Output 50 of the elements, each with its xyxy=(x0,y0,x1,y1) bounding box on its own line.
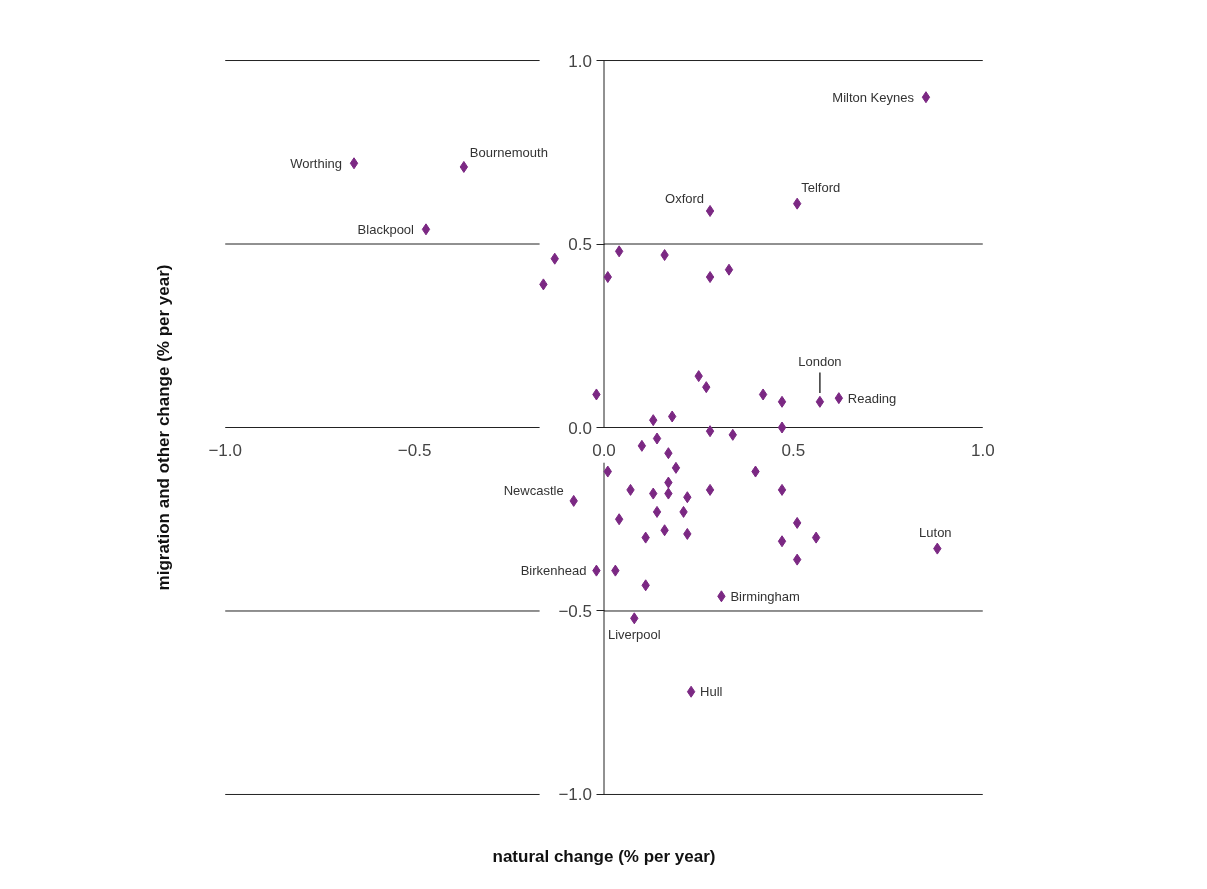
x-tick-label: 1.0 xyxy=(970,440,995,460)
point xyxy=(777,395,787,408)
point xyxy=(637,439,647,452)
annotation: Birkenhead xyxy=(520,563,587,579)
point xyxy=(705,204,715,217)
y-tick-label: −0.5 xyxy=(558,601,592,621)
point xyxy=(758,388,768,401)
annotation: Birmingham xyxy=(730,588,800,604)
annotation: Bournemouth xyxy=(469,145,548,161)
point xyxy=(705,483,715,496)
annotation: Luton xyxy=(919,525,952,541)
y-tick-label: −1.0 xyxy=(558,785,592,805)
x-tick-label: 0.0 xyxy=(592,440,616,460)
point xyxy=(834,392,844,405)
point xyxy=(921,91,931,104)
point xyxy=(815,395,825,408)
point xyxy=(671,461,681,474)
annotation: Newcastle xyxy=(503,483,564,499)
point xyxy=(652,432,662,445)
annotation: Hull xyxy=(700,684,723,700)
annotation: Oxford xyxy=(665,191,705,207)
annotation: Blackpool xyxy=(357,221,415,237)
point xyxy=(705,271,715,284)
point xyxy=(777,483,787,496)
annotation: Telford xyxy=(801,180,841,196)
point xyxy=(421,223,431,236)
annotation: Milton Keynes xyxy=(832,89,915,105)
x-tick-label: 0.5 xyxy=(781,440,806,460)
point xyxy=(459,160,469,173)
y-tick-label: 1.0 xyxy=(568,51,593,71)
point xyxy=(777,535,787,548)
annotation: London xyxy=(798,354,842,370)
annotation: Liverpool xyxy=(607,626,661,642)
annotation: Reading xyxy=(847,390,897,406)
annotation: Worthing xyxy=(290,155,343,171)
point xyxy=(724,263,734,276)
x-tick-label: −1.0 xyxy=(208,440,243,460)
point xyxy=(686,685,696,698)
point xyxy=(652,505,662,518)
x-tick-label: −0.5 xyxy=(397,440,432,460)
x-axis-title: natural change (% per year) xyxy=(492,846,716,866)
y-axis-title: migration and other change (% per year) xyxy=(153,264,173,591)
point xyxy=(614,245,624,258)
point xyxy=(349,157,359,170)
point xyxy=(811,531,821,544)
y-tick-label: 0.5 xyxy=(568,235,593,255)
point xyxy=(777,421,787,434)
point xyxy=(705,425,715,438)
y-tick-label: 0.0 xyxy=(568,418,593,438)
point xyxy=(614,513,624,526)
